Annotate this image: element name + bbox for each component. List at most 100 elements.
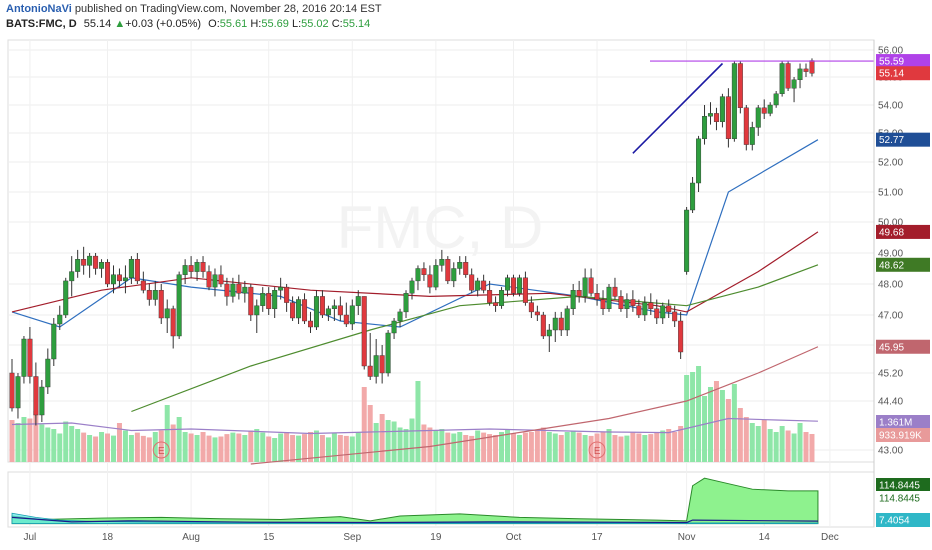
candle-body[interactable] (27, 338, 33, 377)
candle-body[interactable] (343, 314, 349, 325)
support-trendline[interactable] (632, 62, 724, 154)
candle-body[interactable] (809, 60, 815, 74)
candle-body[interactable] (9, 372, 15, 409)
candle-body[interactable] (797, 68, 803, 81)
candle-body[interactable] (236, 283, 242, 294)
candle-body[interactable] (308, 320, 314, 328)
candle-body[interactable] (290, 302, 296, 319)
candle-body[interactable] (188, 265, 194, 272)
candle-body[interactable] (791, 79, 797, 89)
candle-body[interactable] (140, 280, 146, 291)
candle-body[interactable] (487, 290, 493, 303)
candle-body[interactable] (636, 305, 642, 316)
candle-body[interactable] (457, 262, 463, 269)
candle-body[interactable] (576, 290, 582, 297)
candle-body[interactable] (690, 182, 696, 211)
candle-body[interactable] (743, 107, 749, 145)
candle-body[interactable] (642, 302, 648, 316)
candle-body[interactable] (660, 305, 666, 319)
candle-body[interactable] (719, 96, 725, 122)
candle-body[interactable] (128, 259, 134, 279)
candle-body[interactable] (612, 286, 618, 297)
candle-body[interactable] (302, 299, 308, 322)
candle-body[interactable] (499, 290, 505, 306)
candle-body[interactable] (785, 63, 791, 89)
candle-body[interactable] (266, 293, 272, 309)
candle-body[interactable] (594, 293, 600, 300)
candle-body[interactable] (146, 290, 152, 300)
candle-body[interactable] (248, 286, 254, 316)
earnings-marker-icon[interactable] (588, 441, 606, 459)
earnings-marker-icon[interactable] (152, 441, 170, 459)
candle-body[interactable] (469, 274, 475, 291)
candle-body[interactable] (600, 299, 606, 310)
candle-body[interactable] (51, 323, 57, 360)
candle-body[interactable] (737, 63, 743, 108)
candle-body[interactable] (475, 280, 481, 291)
candle-body[interactable] (588, 277, 594, 294)
candle-body[interactable] (99, 262, 105, 269)
candle-body[interactable] (296, 299, 302, 319)
candle-body[interactable] (403, 293, 409, 313)
candle-body[interactable] (224, 283, 230, 297)
candle-body[interactable] (725, 96, 731, 139)
candle-body[interactable] (164, 308, 170, 319)
candle-body[interactable] (630, 299, 636, 306)
candle-body[interactable] (254, 305, 260, 316)
candle-body[interactable] (284, 286, 290, 303)
candle-body[interactable] (522, 277, 528, 303)
candle-body[interactable] (361, 296, 367, 367)
candle-body[interactable] (516, 277, 522, 294)
candle-body[interactable] (87, 255, 93, 266)
candle-body[interactable] (33, 376, 39, 416)
candle-body[interactable] (528, 302, 534, 313)
candle-body[interactable] (534, 311, 540, 316)
candle-body[interactable] (564, 308, 570, 331)
candle-body[interactable] (81, 259, 87, 266)
candle-body[interactable] (779, 63, 785, 94)
candle-body[interactable] (696, 138, 702, 184)
candle-body[interactable] (654, 308, 660, 319)
candle-body[interactable] (648, 302, 654, 310)
candle-body[interactable] (713, 113, 719, 123)
candle-body[interactable] (731, 63, 737, 140)
candle-body[interactable] (672, 311, 678, 322)
candle-body[interactable] (313, 296, 319, 328)
candle-body[interactable] (260, 293, 266, 306)
candle-body[interactable] (152, 290, 158, 300)
candle-body[interactable] (391, 320, 397, 334)
candle-body[interactable] (349, 305, 355, 325)
candle-body[interactable] (409, 280, 415, 294)
candle-body[interactable] (451, 268, 457, 282)
candle-body[interactable] (439, 259, 445, 266)
candle-body[interactable] (666, 305, 672, 313)
candle-body[interactable] (200, 262, 206, 272)
candle-body[interactable] (481, 280, 487, 291)
candle-body[interactable] (63, 280, 69, 316)
candle-body[interactable] (397, 311, 403, 322)
candle-body[interactable] (15, 376, 21, 409)
candle-body[interactable] (206, 271, 212, 288)
candle-body[interactable] (93, 255, 99, 269)
candle-body[interactable] (379, 355, 385, 374)
candle-body[interactable] (767, 104, 773, 114)
candle-body[interactable] (702, 115, 708, 139)
candle-body[interactable] (158, 290, 164, 319)
candle-body[interactable] (433, 265, 439, 288)
candle-body[interactable] (755, 107, 761, 128)
candle-body[interactable] (105, 262, 111, 285)
candle-body[interactable] (761, 107, 767, 114)
candle-body[interactable] (337, 305, 343, 316)
candle-body[interactable] (493, 302, 499, 306)
candle-body[interactable] (421, 268, 427, 275)
candle-body[interactable] (122, 277, 128, 282)
candle-body[interactable] (69, 271, 75, 282)
candle-body[interactable] (194, 262, 200, 272)
candle-body[interactable] (325, 308, 331, 316)
candle-body[interactable] (331, 305, 337, 310)
candle-body[interactable] (684, 209, 690, 272)
candle-body[interactable] (558, 317, 564, 331)
candle-body[interactable] (57, 314, 63, 325)
candle-body[interactable] (21, 338, 27, 377)
